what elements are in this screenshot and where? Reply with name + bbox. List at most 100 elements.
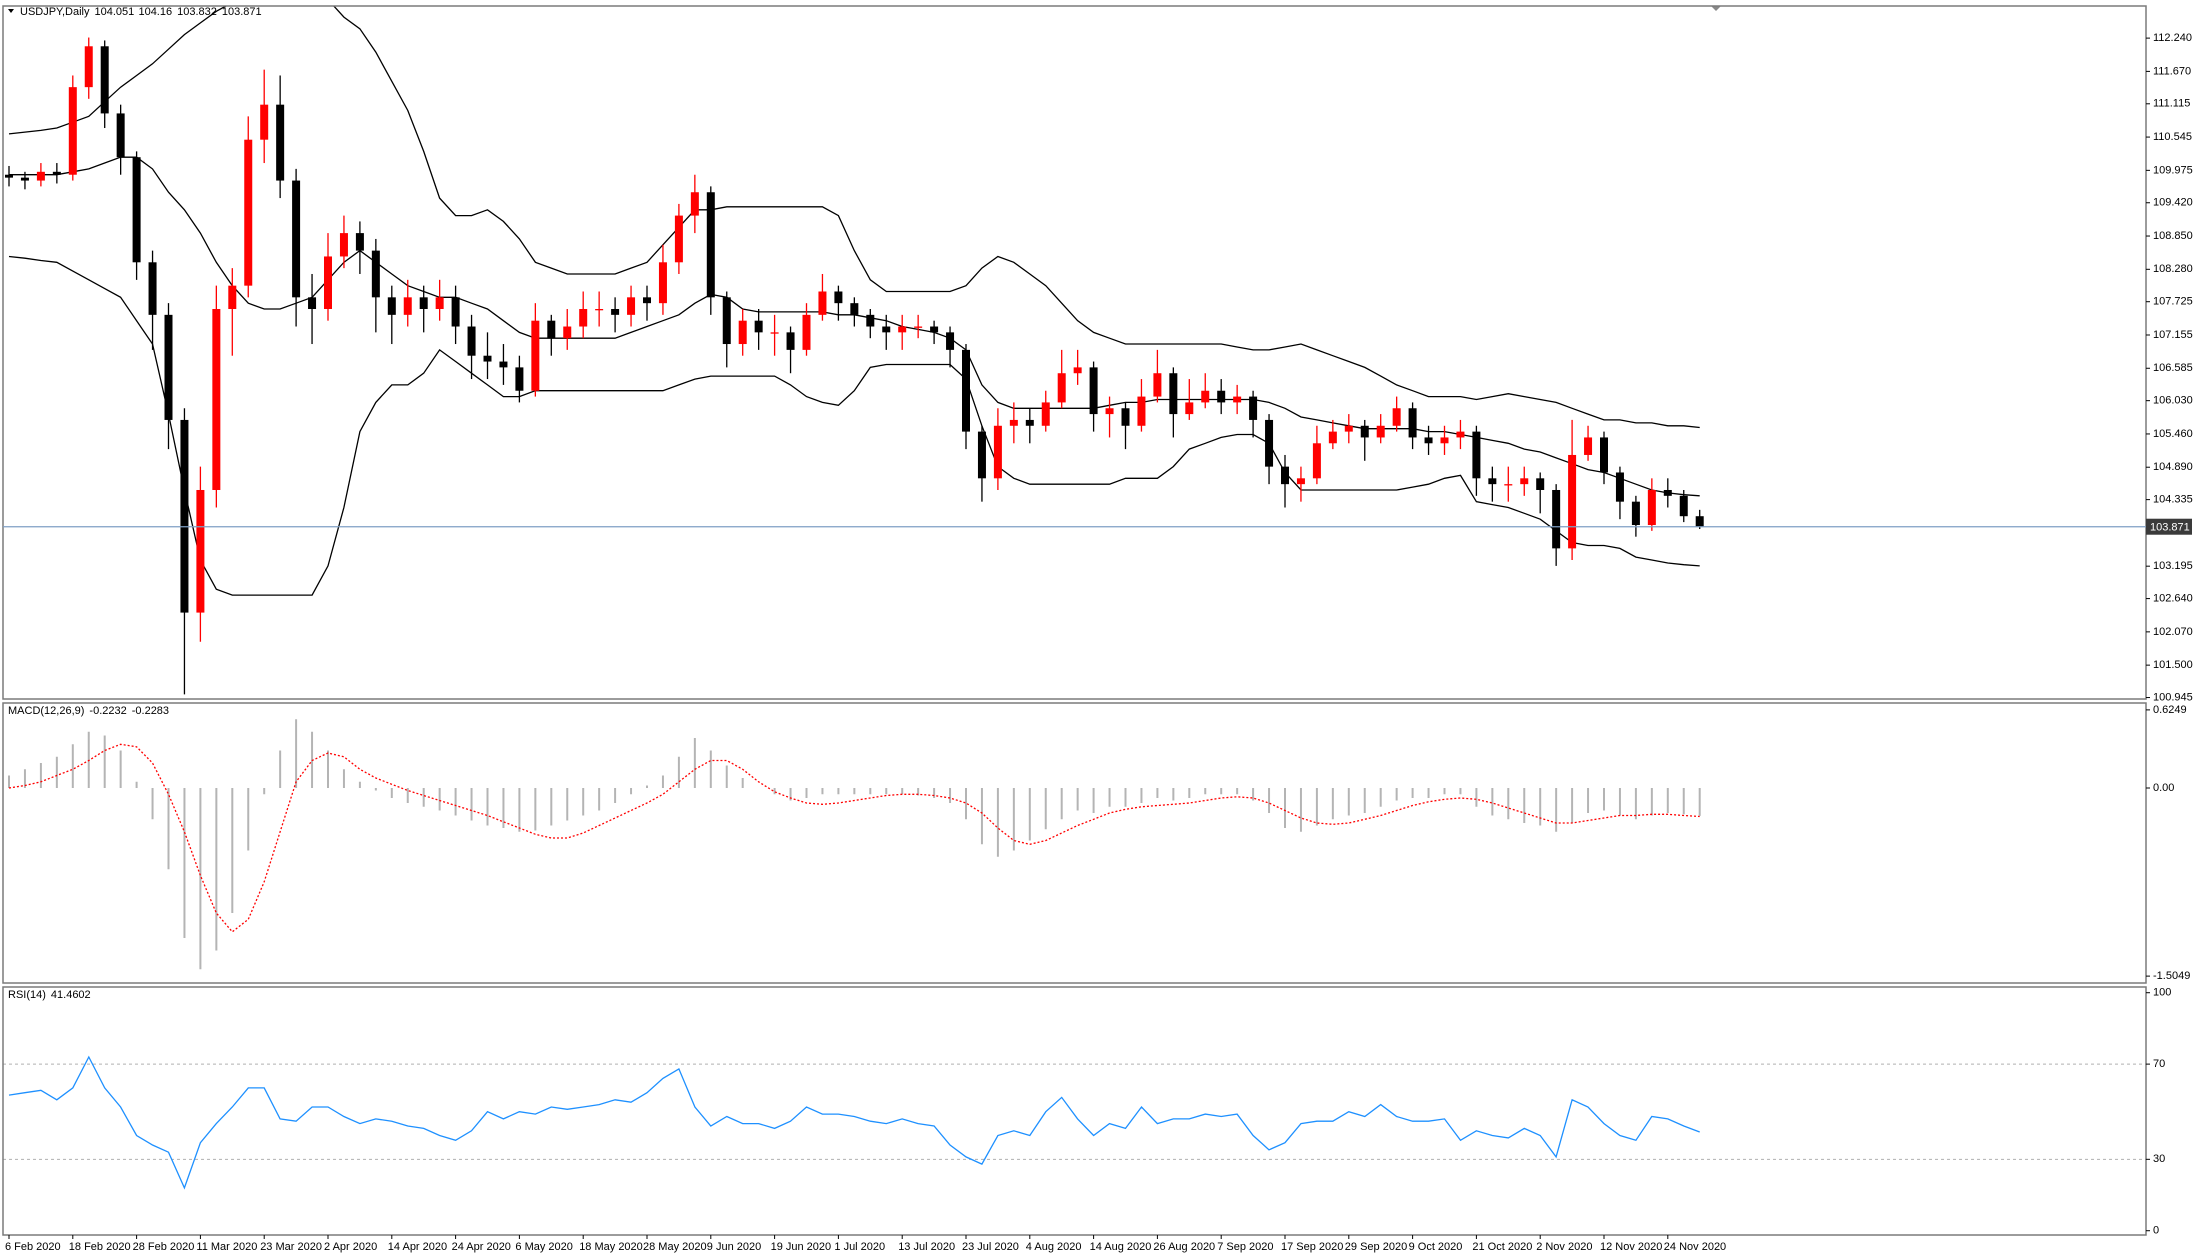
- panel-title: MACD(12,26,9) -0.2232 -0.2283: [8, 705, 169, 717]
- candle-body: [1615, 472, 1624, 502]
- candle-body: [1600, 437, 1608, 473]
- candle-body: [260, 104, 269, 140]
- candle-body: [1647, 489, 1656, 526]
- candle-body: [1344, 425, 1353, 432]
- y-tick-label: 105.460: [2153, 428, 2193, 440]
- rsi-line: [8, 1055, 1700, 1190]
- y-tick-label: 109.975: [2153, 164, 2193, 176]
- candle-body: [1137, 396, 1146, 426]
- x-tick-label: 19 Jun 2020: [771, 1241, 832, 1253]
- candle-body: [611, 309, 620, 315]
- x-tick-label: 6 Feb 2020: [5, 1241, 61, 1253]
- y-tick-label: 111.115: [2153, 98, 2190, 110]
- candle-body: [866, 314, 875, 327]
- candle-body: [1679, 495, 1688, 517]
- x-tick-label: 4 Aug 2020: [1026, 1241, 1082, 1253]
- candle-body: [1440, 437, 1449, 444]
- candle-body: [116, 113, 125, 158]
- candle-body: [212, 309, 221, 490]
- y-tick-label: 0.00: [2153, 782, 2174, 794]
- bollinger-band: [8, 6, 1700, 429]
- x-tick-label: 9 Jun 2020: [707, 1241, 761, 1253]
- candle-body: [308, 297, 317, 310]
- x-tick-label: 29 Sep 2020: [1345, 1241, 1407, 1253]
- x-tick-label: 28 May 2020: [643, 1241, 707, 1253]
- y-tick-label: 106.585: [2153, 362, 2193, 374]
- candle-body: [324, 256, 332, 310]
- candle-body: [1695, 516, 1704, 527]
- candle-body: [1296, 478, 1305, 485]
- y-tick-label: 0.6249: [2153, 704, 2187, 716]
- x-tick-label: 2 Apr 2020: [324, 1241, 377, 1253]
- candle-body: [387, 297, 396, 315]
- candle-body: [339, 233, 348, 257]
- y-tick-label: 107.155: [2153, 329, 2193, 341]
- y-tick-label: 30: [2153, 1153, 2165, 1165]
- price-label: 103.871: [2150, 522, 2190, 534]
- panel-title: RSI(14) 41.4602: [8, 989, 91, 1001]
- x-tick-label: 26 Aug 2020: [1153, 1241, 1215, 1253]
- candle-body: [20, 177, 29, 181]
- candle-body: [722, 297, 731, 345]
- panel-title-item: -0.2283: [132, 705, 169, 717]
- y-tick-label: 101.500: [2153, 659, 2193, 671]
- candle-body: [371, 250, 380, 298]
- candle-body: [1089, 367, 1098, 415]
- candle-body: [292, 180, 301, 298]
- candle-body: [435, 297, 444, 310]
- candle-body: [1025, 419, 1034, 426]
- candle-body: [850, 303, 859, 315]
- x-tick-label: 11 Mar 2020: [196, 1241, 257, 1253]
- candle-body: [914, 326, 923, 328]
- y-tick-label: 102.640: [2153, 592, 2193, 604]
- panel-title-item: RSI(14): [8, 989, 46, 1001]
- candle-body: [977, 431, 986, 479]
- x-tick-label: 17 Sep 2020: [1281, 1241, 1343, 1253]
- candle-body: [1281, 466, 1289, 485]
- candle-body: [690, 192, 699, 216]
- y-tick-label: 106.030: [2153, 395, 2193, 407]
- candle-body: [595, 309, 604, 311]
- candle-body: [1249, 396, 1258, 420]
- panel-title-item: 41.4602: [51, 989, 91, 1001]
- candle-body: [706, 192, 715, 298]
- y-tick-label: 109.420: [2153, 197, 2193, 209]
- candle-body: [563, 326, 572, 339]
- y-tick-label: -1.5049: [2153, 970, 2190, 982]
- candle-body: [1631, 501, 1640, 526]
- x-tick-label: 1 Jul 2020: [834, 1241, 885, 1253]
- candle-body: [515, 367, 524, 391]
- candle-body: [1360, 425, 1369, 438]
- candle-body: [818, 291, 827, 315]
- header-item: 103.871: [222, 6, 262, 18]
- candle-body: [1488, 478, 1497, 485]
- signal-line: [8, 743, 1700, 933]
- price-label-box: [2146, 518, 2192, 535]
- candle-body: [5, 174, 13, 178]
- candle-body: [531, 320, 540, 391]
- candle-body: [898, 326, 907, 333]
- y-tick-label: 112.240: [2153, 32, 2192, 44]
- x-tick-label: 2 Nov 2020: [1536, 1241, 1592, 1253]
- x-tick-label: 6 May 2020: [515, 1241, 572, 1253]
- candle-body: [1456, 431, 1465, 438]
- x-tick-label: 9 Oct 2020: [1409, 1241, 1463, 1253]
- candle-body: [1201, 390, 1210, 403]
- candle-body: [658, 262, 667, 304]
- panel-title-item: MACD(12,26,9): [8, 705, 84, 717]
- candle-body: [627, 297, 636, 315]
- candle-body: [754, 320, 763, 333]
- candle-body: [1392, 408, 1401, 426]
- candle-body: [180, 419, 189, 613]
- panel-frame: [2, 986, 2147, 1236]
- candle-body: [993, 425, 1002, 479]
- candle-body: [1041, 402, 1050, 426]
- candle-body: [100, 46, 109, 114]
- scroll-marker: [1711, 6, 1721, 11]
- candle-body: [786, 332, 795, 350]
- header: USDJPY,Daily 104.051 104.16 103.832 103.871: [20, 6, 262, 18]
- candle-body: [403, 297, 412, 315]
- y-tick-label: 70: [2153, 1058, 2165, 1070]
- y-tick-label: 110.545: [2153, 131, 2192, 143]
